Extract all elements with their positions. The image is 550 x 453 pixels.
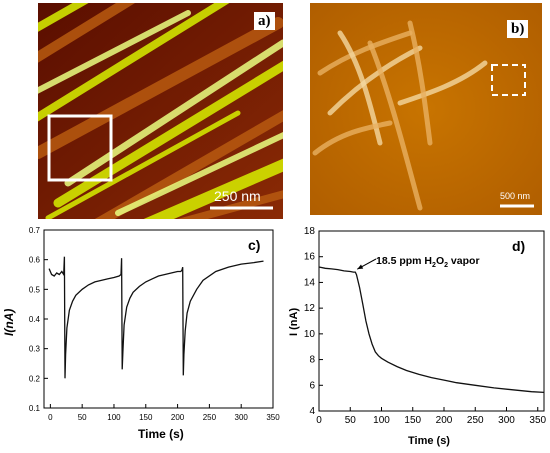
micrograph-a-streak [115,132,283,216]
chart-d-series-line [318,266,545,394]
y-tick-label: 4 [309,406,315,417]
panel-letter-c: c) [248,237,260,253]
chart-d-plot-area [318,230,545,412]
panel-b-micrograph: 500 nm b) [310,3,542,215]
x-tick-label: 250 [467,415,484,426]
y-tick-label: 0.5 [29,285,41,294]
x-tick-label: 150 [404,415,421,426]
x-tick-label: 0 [316,415,322,426]
micrograph-b-fiber [367,40,423,211]
y-tick-label: 0.7 [29,226,41,235]
panel-letter-a: a) [254,12,275,30]
micrograph-a-streak [38,17,283,159]
x-tick-label: 250 [203,413,217,422]
y-tick-label: 12 [304,303,316,314]
x-tick-label: 150 [139,413,153,422]
micrograph-b-fiber [337,30,383,146]
x-tick-label: 200 [171,413,185,422]
micrograph-b-fiber [327,45,423,116]
chart-d-ylabel: I (nA) [288,308,300,336]
y-tick-label: 8 [309,355,315,366]
zoom-box-a [47,114,113,182]
chart-c-series-line [48,256,264,379]
micrograph-a-streak [38,10,191,94]
x-tick-label: 50 [78,413,87,422]
micrograph-a-streak [38,3,89,32]
micrograph-a-streak [38,3,136,63]
y-tick-label: 0.2 [29,374,41,383]
scale-label-a: 250 nm [214,188,261,204]
micrograph-a-texture: 250 nm [38,3,283,219]
x-tick-label: 50 [345,415,357,426]
micrograph-b-fiber [317,30,413,76]
y-tick-label: 16 [304,252,316,263]
panel-a-micrograph: 250 nm a) [38,3,283,219]
y-tick-label: 0.4 [29,315,41,324]
chart-d-annotation: 18.5 ppm H2O2 vapor [376,255,480,269]
scale-label-b: 500 nm [500,191,530,201]
x-tick-label: 100 [107,413,121,422]
chart-c: 0 50 100 150 200 250 300 350 0.1 0.2 0.3 0.4 0.5 0.6 0… [2,226,280,441]
chart-c-ylabel: I(nA) [2,309,16,336]
x-tick-label: 300 [498,415,515,426]
y-tick-label: 14 [304,277,316,288]
y-tick-label: 0.1 [29,404,41,413]
x-tick-label: 100 [373,415,390,426]
micrograph-b-fiber [312,120,393,156]
y-tick-label: 0.6 [29,256,41,265]
y-tick-label: 18 [304,226,316,237]
y-tick-label: 6 [309,380,315,391]
x-tick-label: 350 [529,415,546,426]
chart-c-xlabel: Time (s) [138,427,184,441]
annotation-arrowhead [357,264,364,270]
panel-letter-d: d) [512,238,525,254]
micrograph-a-streak [143,158,283,219]
micrograph-a-streak [38,3,230,122]
micrograph-a-streak [64,39,283,187]
chart-c-plot-area [43,229,274,409]
micrograph-b-fiber [397,60,488,106]
x-tick-label: 200 [436,415,453,426]
zoom-box-b [491,64,526,96]
y-tick-label: 10 [304,329,316,340]
micrograph-a-streak [45,110,241,219]
x-tick-label: 0 [48,413,53,422]
chart-d-xlabel: Time (s) [408,435,450,447]
x-tick-label: 300 [235,413,249,422]
x-tick-label: 350 [266,413,280,422]
micrograph-b-texture: 500 nm [310,3,542,215]
panel-letter-b: b) [507,20,529,38]
chart-d: 0 50 100 150 200 250 300 350 4 6 8 10 12 14 16 18 18.5 … [288,226,547,447]
micrograph-b-fiber [407,20,433,146]
y-tick-label: 0.3 [29,345,41,354]
